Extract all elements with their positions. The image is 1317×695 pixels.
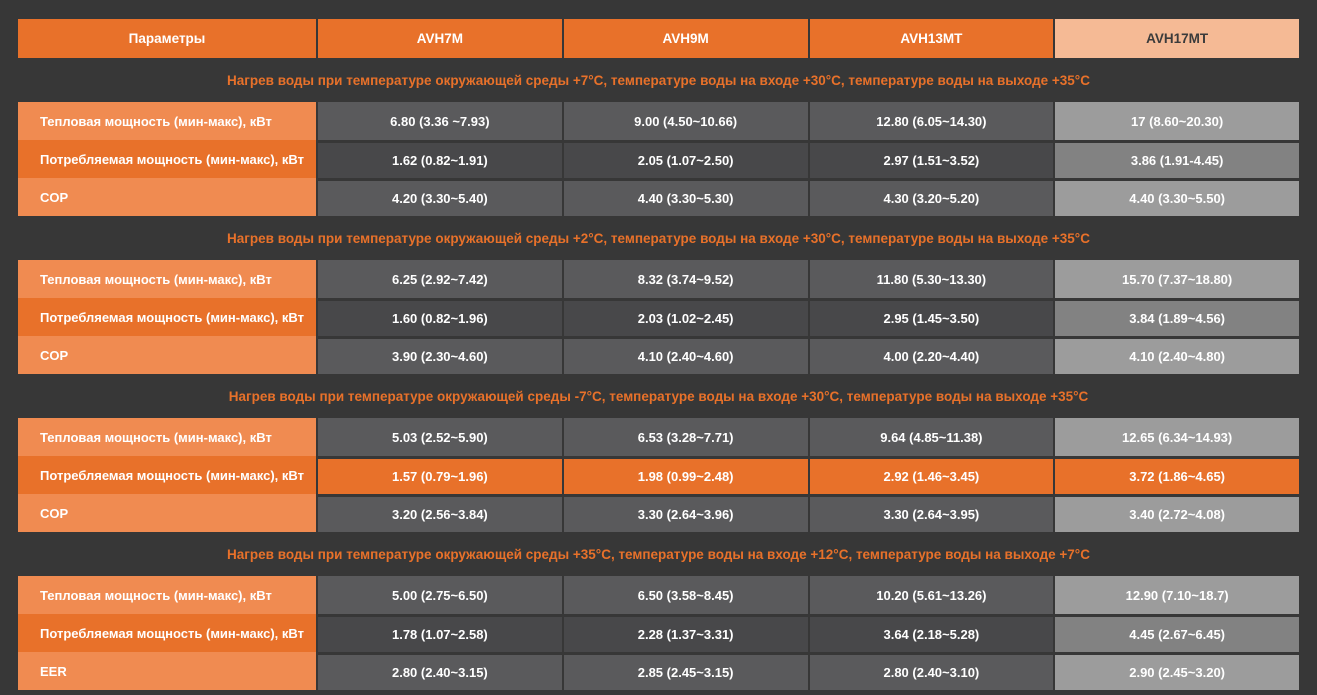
section-title: Нагрев воды при температуре окружающей с… <box>228 388 1089 404</box>
header-cell-avh17mt: AVH17MT <box>1053 19 1299 58</box>
table-row: EER 2.80 (2.40~3.15) 2.85 (2.45~3.15) 2.… <box>18 652 1299 690</box>
value-cell-avh7m: 1.62 (0.82~1.91) <box>316 140 562 178</box>
value-cell-avh7m: 1.57 (0.79~1.96) <box>316 456 562 494</box>
table-row: Тепловая мощность (мин-макс), кВт 5.03 (… <box>18 418 1299 456</box>
row-label: Тепловая мощность (мин-макс), кВт <box>18 418 316 456</box>
table-row: Потребляемая мощность (мин-макс), кВт 1.… <box>18 140 1299 178</box>
table-row: COP 4.20 (3.30~5.40) 4.40 (3.30~5.30) 4.… <box>18 178 1299 216</box>
value-cell-avh13mt: 2.92 (1.46~3.45) <box>807 456 1054 494</box>
header-cell-parameters: Параметры <box>18 19 316 58</box>
value-cell-avh17mt: 2.90 (2.45~3.20) <box>1053 652 1299 690</box>
table-row: Тепловая мощность (мин-макс), кВт 5.00 (… <box>18 576 1299 614</box>
header-cell-avh7m: AVH7M <box>316 19 562 58</box>
value-cell-avh9m: 2.05 (1.07~2.50) <box>561 140 808 178</box>
value-cell-avh17mt: 3.86 (1.91-4.45) <box>1053 140 1299 178</box>
section-title: Нагрев воды при температуре окружающей с… <box>227 72 1090 88</box>
value-cell-avh7m: 6.80 (3.36 ~7.93) <box>316 102 562 140</box>
condition-section: Нагрев воды при температуре окружающей с… <box>18 216 1299 374</box>
section-rows: Тепловая мощность (мин-макс), кВт 5.00 (… <box>18 576 1299 690</box>
section-rows: Тепловая мощность (мин-макс), кВт 6.80 (… <box>18 102 1299 216</box>
section-title: Нагрев воды при температуре окружающей с… <box>227 230 1090 246</box>
value-cell-avh9m: 1.98 (0.99~2.48) <box>561 456 808 494</box>
row-label: Потребляемая мощность (мин-макс), кВт <box>18 456 316 494</box>
value-cell-avh9m: 6.53 (3.28~7.71) <box>561 418 808 456</box>
section-rows: Тепловая мощность (мин-макс), кВт 5.03 (… <box>18 418 1299 532</box>
value-cell-avh13mt: 3.64 (2.18~5.28) <box>807 614 1054 652</box>
value-cell-avh17mt: 4.40 (3.30~5.50) <box>1053 178 1299 216</box>
value-cell-avh7m: 3.20 (2.56~3.84) <box>316 494 562 532</box>
sections-container: Нагрев воды при температуре окружающей с… <box>18 58 1299 690</box>
condition-section: Нагрев воды при температуре окружающей с… <box>18 374 1299 532</box>
value-cell-avh17mt: 12.90 (7.10~18.7) <box>1053 576 1299 614</box>
row-label: COP <box>18 494 316 532</box>
header-cell-avh9m: AVH9M <box>561 19 808 58</box>
value-cell-avh9m: 6.50 (3.58~8.45) <box>561 576 808 614</box>
value-cell-avh7m: 1.60 (0.82~1.96) <box>316 298 562 336</box>
value-cell-avh7m: 5.03 (2.52~5.90) <box>316 418 562 456</box>
value-cell-avh7m: 4.20 (3.30~5.40) <box>316 178 562 216</box>
condition-section: Нагрев воды при температуре окружающей с… <box>18 532 1299 690</box>
value-cell-avh9m: 8.32 (3.74~9.52) <box>561 260 808 298</box>
table-row: Тепловая мощность (мин-макс), кВт 6.80 (… <box>18 102 1299 140</box>
value-cell-avh17mt: 15.70 (7.37~18.80) <box>1053 260 1299 298</box>
value-cell-avh9m: 4.10 (2.40~4.60) <box>561 336 808 374</box>
value-cell-avh7m: 3.90 (2.30~4.60) <box>316 336 562 374</box>
table-row: COP 3.20 (2.56~3.84) 3.30 (2.64~3.96) 3.… <box>18 494 1299 532</box>
value-cell-avh13mt: 2.95 (1.45~3.50) <box>807 298 1054 336</box>
value-cell-avh9m: 3.30 (2.64~3.96) <box>561 494 808 532</box>
value-cell-avh13mt: 11.80 (5.30~13.30) <box>807 260 1054 298</box>
row-label: Потребляемая мощность (мин-макс), кВт <box>18 298 316 336</box>
value-cell-avh13mt: 4.00 (2.20~4.40) <box>807 336 1054 374</box>
value-cell-avh7m: 1.78 (1.07~2.58) <box>316 614 562 652</box>
section-rows: Тепловая мощность (мин-макс), кВт 6.25 (… <box>18 260 1299 374</box>
value-cell-avh13mt: 3.30 (2.64~3.95) <box>807 494 1054 532</box>
value-cell-avh17mt: 12.65 (6.34~14.93) <box>1053 418 1299 456</box>
value-cell-avh17mt: 4.10 (2.40~4.80) <box>1053 336 1299 374</box>
value-cell-avh13mt: 4.30 (3.20~5.20) <box>807 178 1054 216</box>
row-label: Потребляемая мощность (мин-макс), кВт <box>18 614 316 652</box>
row-label: EER <box>18 652 316 690</box>
condition-section: Нагрев воды при температуре окружающей с… <box>18 58 1299 216</box>
table-header-row: Параметры AVH7M AVH9M AVH13MT AVH17MT <box>18 19 1299 58</box>
row-label: Потребляемая мощность (мин-макс), кВт <box>18 140 316 178</box>
value-cell-avh7m: 6.25 (2.92~7.42) <box>316 260 562 298</box>
row-label: Тепловая мощность (мин-макс), кВт <box>18 576 316 614</box>
table-row: Потребляемая мощность (мин-макс), кВт 1.… <box>18 614 1299 652</box>
value-cell-avh9m: 2.85 (2.45~3.15) <box>561 652 808 690</box>
value-cell-avh7m: 2.80 (2.40~3.15) <box>316 652 562 690</box>
value-cell-avh13mt: 9.64 (4.85~11.38) <box>807 418 1054 456</box>
row-label: Тепловая мощность (мин-макс), кВт <box>18 102 316 140</box>
heat-pump-spec-table: Параметры AVH7M AVH9M AVH13MT AVH17MT На… <box>18 19 1299 690</box>
table-row: Тепловая мощность (мин-макс), кВт 6.25 (… <box>18 260 1299 298</box>
value-cell-avh17mt: 3.40 (2.72~4.08) <box>1053 494 1299 532</box>
table-row: COP 3.90 (2.30~4.60) 4.10 (2.40~4.60) 4.… <box>18 336 1299 374</box>
value-cell-avh13mt: 2.97 (1.51~3.52) <box>807 140 1054 178</box>
value-cell-avh9m: 2.28 (1.37~3.31) <box>561 614 808 652</box>
table-row: Потребляемая мощность (мин-макс), кВт 1.… <box>18 298 1299 336</box>
value-cell-avh9m: 4.40 (3.30~5.30) <box>561 178 808 216</box>
header-cell-avh13mt: AVH13MT <box>807 19 1054 58</box>
value-cell-avh17mt: 3.72 (1.86~4.65) <box>1053 456 1299 494</box>
section-title: Нагрев воды при температуре окружающей с… <box>227 546 1090 562</box>
table-row: Потребляемая мощность (мин-макс), кВт 1.… <box>18 456 1299 494</box>
row-label: COP <box>18 178 316 216</box>
value-cell-avh7m: 5.00 (2.75~6.50) <box>316 576 562 614</box>
value-cell-avh13mt: 12.80 (6.05~14.30) <box>807 102 1054 140</box>
value-cell-avh17mt: 17 (8.60~20.30) <box>1053 102 1299 140</box>
value-cell-avh9m: 9.00 (4.50~10.66) <box>561 102 808 140</box>
value-cell-avh13mt: 10.20 (5.61~13.26) <box>807 576 1054 614</box>
value-cell-avh17mt: 4.45 (2.67~6.45) <box>1053 614 1299 652</box>
row-label: Тепловая мощность (мин-макс), кВт <box>18 260 316 298</box>
value-cell-avh17mt: 3.84 (1.89~4.56) <box>1053 298 1299 336</box>
value-cell-avh13mt: 2.80 (2.40~3.10) <box>807 652 1054 690</box>
row-label: COP <box>18 336 316 374</box>
value-cell-avh9m: 2.03 (1.02~2.45) <box>561 298 808 336</box>
